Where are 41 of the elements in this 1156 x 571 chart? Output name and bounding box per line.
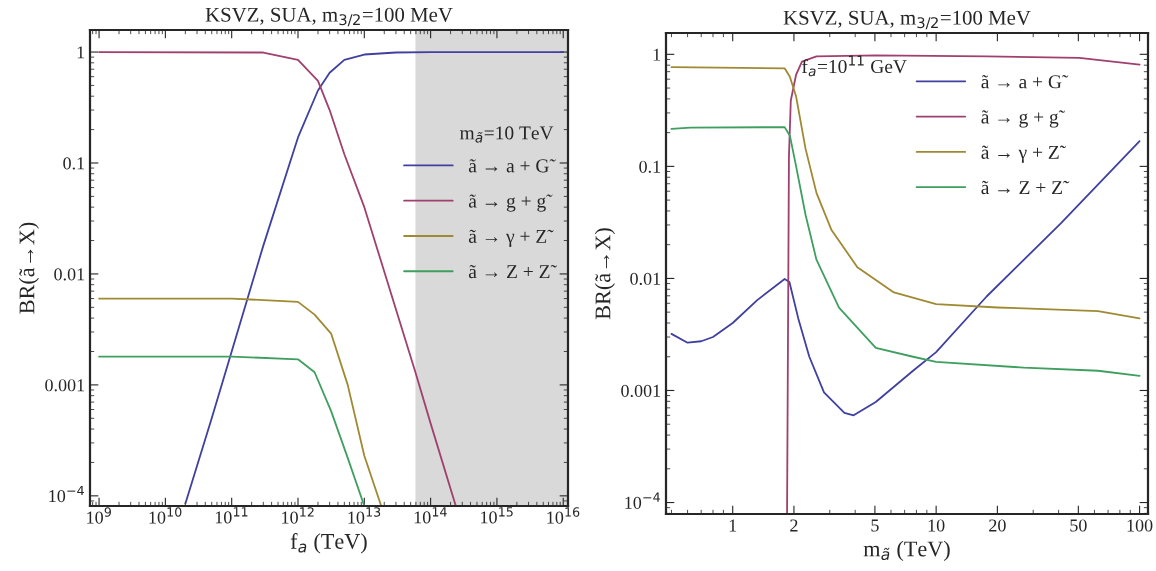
legend-label: ã → γ + Z̃ xyxy=(468,229,554,247)
x-tick-label: 10$^{11}$ xyxy=(215,507,248,524)
x-tick-label: 5 xyxy=(871,519,879,532)
y-tick-label: 1 xyxy=(77,46,85,59)
chart-title: KSVZ, SUA, m$_{3/2}$=100 MeV xyxy=(205,7,453,27)
annotation: f$_{a}$=10$^{11}$ GeV xyxy=(802,55,907,77)
y-tick-label: 10$^{−4}$ xyxy=(49,485,84,503)
x-tick-label: 1 xyxy=(729,519,737,532)
y-tick-label: 0.01 xyxy=(54,268,85,281)
y-axis-title: BR(ã→X) xyxy=(594,228,615,320)
x-tick-label: 10$^{10}$ xyxy=(149,507,182,524)
legend-label: ã → Z + Z̃ xyxy=(468,264,557,279)
x-axis-title: f$_{a}$ (TeV) xyxy=(290,533,367,554)
y-tick-label: 0.001 xyxy=(45,379,85,392)
annotation: m$_{ã}$=10 TeV xyxy=(459,126,554,143)
legend-label: ã → a + G̃ xyxy=(468,159,556,173)
legend-label: ã → Z + Z̃ xyxy=(981,180,1070,195)
x-tick-label: 2 xyxy=(790,519,798,532)
x-tick-label: 20 xyxy=(989,519,1006,532)
y-tick-label: 0.1 xyxy=(63,157,85,170)
y-tick-label: 1 xyxy=(653,48,661,61)
y-tick-label: 10$^{−4}$ xyxy=(625,492,660,509)
x-tick-label: 10 xyxy=(928,519,945,532)
x-tick-label: 100 xyxy=(1127,519,1153,532)
y-tick-label: 0.01 xyxy=(630,272,661,285)
y-tick-label: 0.001 xyxy=(621,384,661,397)
legend-label: ã → γ + Z̃ xyxy=(981,145,1067,163)
y-axis-title: BR(ã→X) xyxy=(18,222,39,314)
x-tick-label: 10$^{13}$ xyxy=(348,507,381,524)
y-tick-label: 0.1 xyxy=(639,160,661,173)
x-tick-label: 10$^{9}$ xyxy=(87,507,111,524)
x-tick-label: 50 xyxy=(1070,519,1087,532)
x-tick-label: 10$^{16}$ xyxy=(547,507,580,524)
legend-label: ã → g + g̃ xyxy=(468,194,553,212)
legend-label: ã → a + G̃ xyxy=(981,75,1069,89)
x-tick-label: 10$^{14}$ xyxy=(414,507,447,524)
x-tick-label: 10$^{15}$ xyxy=(481,507,513,524)
x-axis-title: m$_{ã}$ (TeV) xyxy=(863,540,950,561)
chart-title: KSVZ, SUA, m$_{3/2}$=100 MeV xyxy=(783,10,1031,30)
x-tick-label: 10$^{12}$ xyxy=(282,507,314,524)
legend-label: ã → g + g̃ xyxy=(981,110,1066,128)
